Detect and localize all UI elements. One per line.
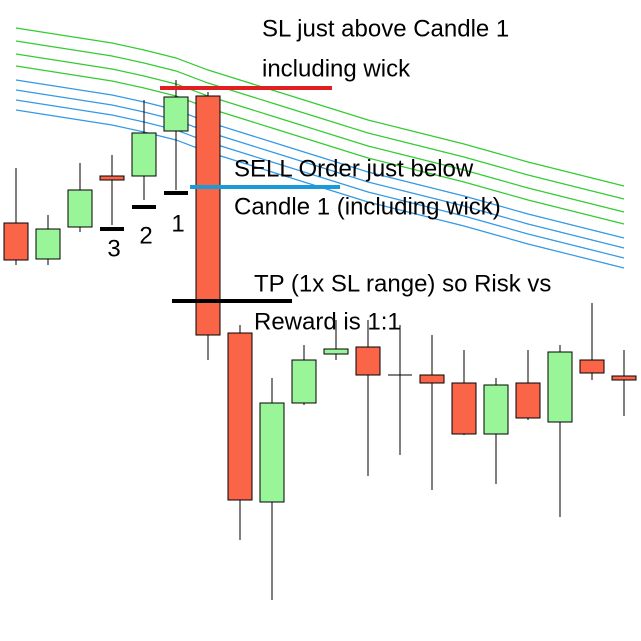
candle-body xyxy=(3,222,29,261)
ma-line xyxy=(15,27,625,187)
candle-body xyxy=(355,346,381,376)
candle-body xyxy=(195,95,221,336)
ma-line xyxy=(15,65,625,225)
candle-body xyxy=(579,359,605,374)
candle-body xyxy=(67,189,93,228)
candle-body xyxy=(515,382,541,419)
candle-body xyxy=(419,374,445,384)
ma-line xyxy=(15,89,625,249)
annotation-text: TP (1x SL range) so Risk vs xyxy=(254,270,551,297)
annotation-text: including wick xyxy=(262,55,411,82)
ma-line xyxy=(15,79,625,239)
candle-body xyxy=(323,348,349,355)
annotation-text: SL just above Candle 1 xyxy=(262,15,509,42)
candle-body xyxy=(163,96,189,132)
candle-body xyxy=(259,402,285,503)
candle-body xyxy=(131,132,157,177)
candle-number: 1 xyxy=(171,210,184,237)
candle-body xyxy=(483,384,509,435)
candle-body xyxy=(35,228,61,260)
ma-line xyxy=(15,40,625,200)
annotation-text: SELL Order just below xyxy=(234,155,474,182)
candle-body xyxy=(99,175,125,181)
candle-body xyxy=(451,382,477,435)
candle-number: 3 xyxy=(107,235,120,262)
ma-line xyxy=(15,99,625,259)
candle-number: 2 xyxy=(139,222,152,249)
annotation-text: Candle 1 (including wick) xyxy=(234,193,501,220)
annotation-text: Reward is 1:1 xyxy=(254,308,401,335)
candle-body xyxy=(547,351,573,423)
candle-body xyxy=(611,375,637,381)
candle-body xyxy=(291,359,317,404)
ma-line xyxy=(15,53,625,213)
candle-body xyxy=(227,332,253,501)
